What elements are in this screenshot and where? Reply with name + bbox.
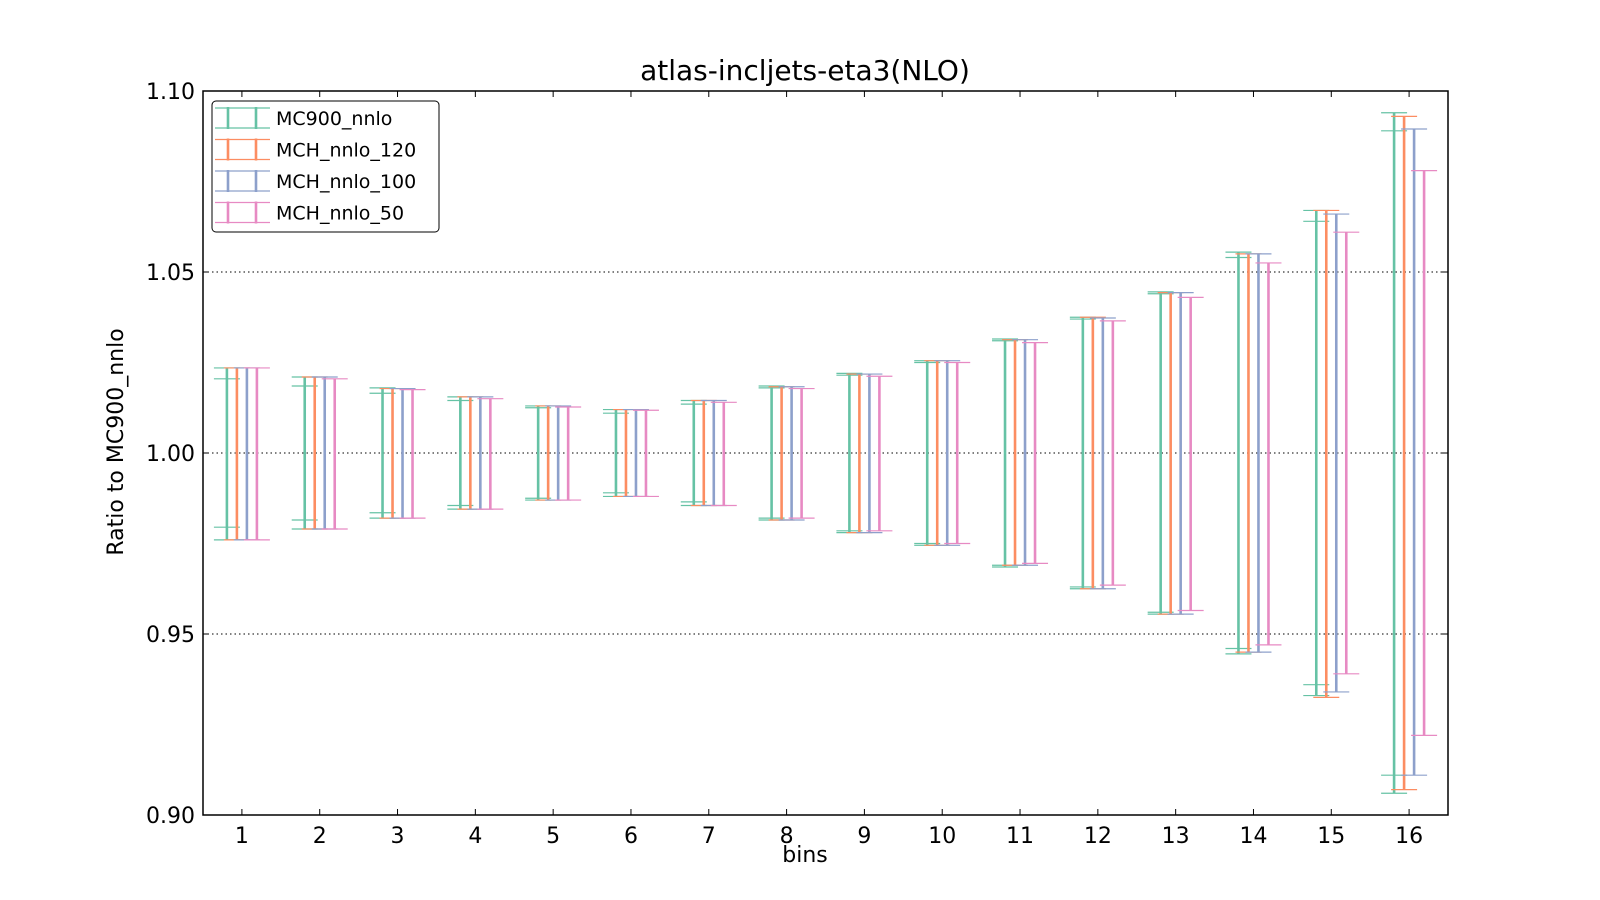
x-tick-label: 10 xyxy=(928,824,956,849)
chart-title: atlas-incljets-eta3(NLO) xyxy=(640,54,970,87)
x-tick-label: 4 xyxy=(468,824,482,849)
legend-label: MC900_nnlo xyxy=(276,108,392,130)
x-tick-label: 8 xyxy=(780,824,794,849)
x-axis-label: bins xyxy=(782,843,827,868)
legend-label: MCH_nnlo_100 xyxy=(276,171,416,193)
legend-entry: MCH_nnlo_50 xyxy=(215,201,404,225)
legend: MC900_nnlo MCH_nnlo_120 MCH_nnlo_100 MCH_nn… xyxy=(211,100,440,233)
x-tick-label: 12 xyxy=(1084,824,1112,849)
y-tick-label: 1.05 xyxy=(146,261,195,286)
errorbar-series xyxy=(233,128,1428,776)
legend-entry: MC900_nnlo xyxy=(215,107,392,130)
y-tick-label: 1.00 xyxy=(146,442,195,467)
x-tick-label: 11 xyxy=(1006,824,1034,849)
y-tick-label: 1.10 xyxy=(146,80,195,105)
y-axis-label: Ratio to MC900_nnlo xyxy=(104,328,129,555)
grid-lines xyxy=(203,271,1448,635)
legend-box xyxy=(211,100,440,233)
x-tick-label: 16 xyxy=(1395,824,1423,849)
errorbar-series xyxy=(223,115,1418,791)
x-tick-label: 3 xyxy=(391,824,405,849)
x-tick-label: 5 xyxy=(546,824,560,849)
x-tick-label: 6 xyxy=(624,824,638,849)
x-tick-label: 2 xyxy=(313,824,327,849)
y-tick-label: 0.95 xyxy=(146,623,195,648)
legend-label: MCH_nnlo_50 xyxy=(276,203,404,225)
x-tick-label: 7 xyxy=(702,824,716,849)
errorbar-series xyxy=(243,170,1438,736)
x-tick-label: 14 xyxy=(1239,824,1267,849)
errorbars xyxy=(213,112,1438,794)
legend-entry: MCH_nnlo_120 xyxy=(215,138,416,162)
x-tick-label: 9 xyxy=(857,824,871,849)
legend-entry: MCH_nnlo_100 xyxy=(215,170,416,193)
y-tick-label: 0.90 xyxy=(146,804,195,829)
x-tick-label: 15 xyxy=(1317,824,1345,849)
axis-ticks: 1 2 3 4 5 6 7 8 9 10 11 12 13 14 15 160.900.951.001.051… xyxy=(146,80,1448,849)
legend-label: MCH_nnlo_120 xyxy=(276,140,416,162)
x-tick-label: 13 xyxy=(1162,824,1190,849)
x-tick-label: 1 xyxy=(235,824,249,849)
